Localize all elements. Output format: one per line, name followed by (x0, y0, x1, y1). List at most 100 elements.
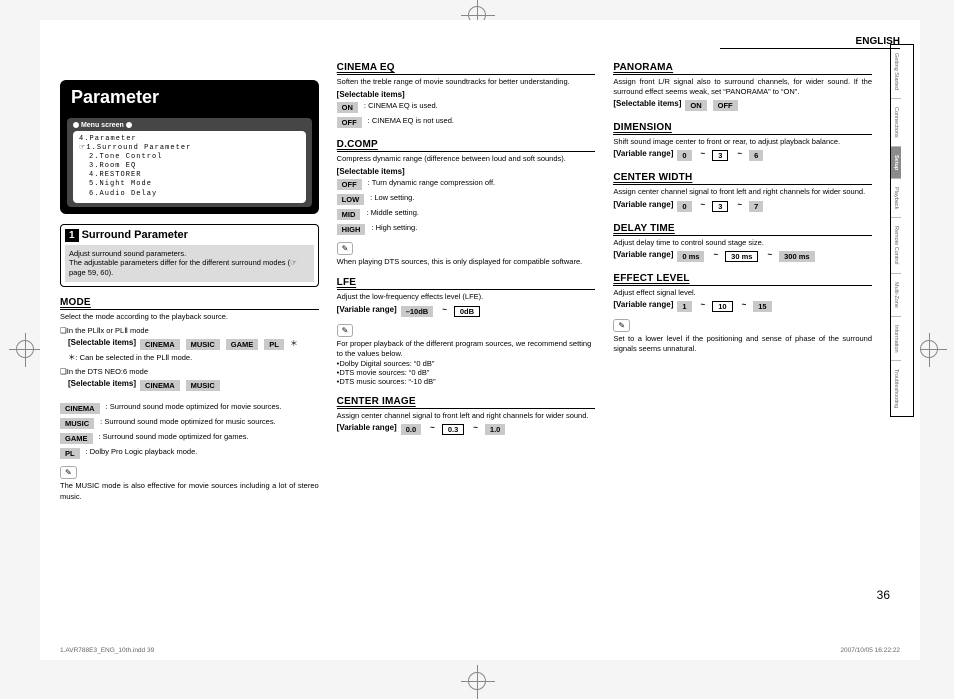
column-2: CINEMA EQ Soften the treble range of mov… (337, 62, 596, 502)
opt-key: ON (685, 100, 706, 111)
menu-item: 6.Audio Delay (79, 190, 300, 199)
explain-key: MUSIC (60, 418, 94, 429)
explain-key: GAME (60, 433, 93, 444)
mode-heading: MODE (60, 297, 319, 310)
footer: 1.AVR788E3_ENG_10th.indd 39 2007/10/05 1… (60, 647, 900, 654)
range-val: 0.3 (442, 424, 464, 435)
centerimage-desc: Assign center channel signal to front le… (337, 411, 596, 421)
range-val: 15 (753, 301, 771, 312)
tab-remote[interactable]: Remote Control (891, 218, 901, 274)
dcomp-heading: D.COMP (337, 139, 596, 152)
tilde: ~ (734, 149, 745, 158)
opt-key: HIGH (337, 224, 366, 235)
range-val: –10dB (401, 306, 434, 317)
mode-pl-line: In the PLⅡx or PLⅡ mode (60, 326, 319, 336)
explain-val: : Surround sound mode optimized for game… (99, 432, 249, 441)
tilde: ~ (734, 200, 745, 209)
range-val: 300 ms (779, 251, 814, 262)
tab-troubleshooting[interactable]: Troubleshooting (891, 361, 901, 416)
selectable-label: [Selectable items] (68, 338, 136, 347)
opt-val: : CINEMA EQ is not used. (368, 116, 454, 125)
menu-root: 4.Parameter (79, 135, 300, 144)
centerimage-heading: CENTER IMAGE (337, 396, 596, 409)
tilde: ~ (698, 149, 709, 158)
tab-playback[interactable]: Playback (891, 179, 901, 218)
menu-inner: 4.Parameter 1.Surround Parameter 2.Tone … (73, 131, 306, 203)
page: ENGLISH Parameter Menu screen 4.Paramete… (40, 20, 920, 660)
note-icon (60, 466, 77, 479)
variable-label: [Variable range] (613, 200, 673, 209)
explain-val: : Surround sound mode optimized for musi… (100, 417, 276, 426)
opt-key: MID (337, 209, 361, 220)
lfe-bullet: Dolby Digital sources: “0 dB” (337, 359, 596, 368)
selectable-label: [Selectable items] (337, 90, 596, 99)
tab-multizone[interactable]: Multi-Zone (891, 274, 901, 317)
variable-label: [Variable range] (337, 305, 397, 314)
range-val: 6 (749, 150, 763, 161)
opt-key: OFF (337, 179, 362, 190)
delay-heading: DELAY TIME (613, 223, 872, 236)
menu-item: 4.RESTORER (79, 171, 300, 180)
footer-left: 1.AVR788E3_ENG_10th.indd 39 (60, 647, 154, 654)
lfe-bullet: DTS music sources: “-10 dB” (337, 377, 596, 386)
side-tabs: Getting Started Connections Setup Playba… (890, 44, 914, 417)
centerwidth-heading: CENTER WIDTH (613, 172, 872, 185)
range-val: 0dB (454, 306, 480, 317)
opt-key: ON (337, 102, 358, 113)
page-title: Parameter (61, 81, 318, 118)
tab-information[interactable]: Information (891, 317, 901, 362)
effect-foot: Set to a lower level if the positioning … (613, 334, 872, 354)
mode-neo-line: In the DTS NEO:6 mode (60, 367, 319, 377)
surround-param-box: 1Surround Parameter Adjust surround soun… (60, 224, 319, 287)
mode-footnote: The MUSIC mode is also effective for mov… (60, 481, 319, 501)
pl-star-note: ＊: Can be selected in the PLⅡ mode. (68, 353, 319, 363)
opt-val: : Turn dynamic range compression off. (368, 178, 495, 187)
note-icon (337, 242, 354, 255)
dcomp-foot: When playing DTS sources, this is only d… (337, 257, 596, 267)
mode-option: MUSIC (186, 339, 220, 350)
range-val: 1.0 (485, 424, 505, 435)
footer-right: 2007/10/05 16:22:22 (840, 647, 900, 654)
parameter-block: Parameter Menu screen 4.Parameter 1.Surr… (60, 80, 319, 214)
tilde: ~ (739, 300, 750, 309)
range-val: 30 ms (725, 251, 758, 262)
note-icon (613, 319, 630, 332)
mode-option: CINEMA (140, 339, 180, 350)
range-val: 0.0 (401, 424, 421, 435)
lfe-bullet: DTS movie sources: “0 dB” (337, 368, 596, 377)
section-title: Surround Parameter (82, 229, 188, 241)
menu-item: 3.Room EQ (79, 162, 300, 171)
opt-val: : Middle setting. (366, 208, 419, 217)
mode-desc: Select the mode according to the playbac… (60, 312, 319, 322)
range-val: 0 (677, 150, 691, 161)
selectable-label: [Selectable items] (613, 99, 681, 108)
section-desc: Adjust surround sound parameters. (69, 249, 310, 259)
dcomp-desc: Compress dynamic range (difference betwe… (337, 154, 596, 164)
star-mark: ＊ (290, 338, 298, 349)
lfe-bullets: Dolby Digital sources: “0 dB” DTS movie … (337, 359, 596, 386)
menu-heading: Menu screen (81, 122, 124, 129)
lfe-desc: Adjust the low-frequency effects level (… (337, 292, 596, 302)
range-val: 0 ms (677, 251, 704, 262)
variable-label: [Variable range] (337, 423, 397, 432)
range-val: 7 (749, 201, 763, 212)
menu-item: 2.Tone Control (79, 153, 300, 162)
mode-option: GAME (226, 339, 259, 350)
column-3: PANORAMA Assign front L/R signal also to… (613, 62, 900, 502)
variable-label: [Variable range] (613, 250, 673, 259)
tab-getting-started[interactable]: Getting Started (891, 45, 901, 99)
tab-connections[interactable]: Connections (891, 99, 901, 147)
menu-item: 5.Night Mode (79, 180, 300, 189)
reg-mark-bottom (468, 672, 486, 690)
page-number: 36 (877, 588, 890, 602)
opt-val: : High setting. (371, 223, 417, 232)
effect-heading: EFFECT LEVEL (613, 273, 872, 286)
dimension-desc: Shift sound image center to front or rea… (613, 137, 872, 147)
selectable-label: [Selectable items] (68, 379, 136, 388)
mode-option: CINEMA (140, 380, 180, 391)
tilde: ~ (764, 250, 775, 259)
explain-key: PL (60, 448, 80, 459)
tab-setup[interactable]: Setup (891, 147, 901, 179)
explain-key: CINEMA (60, 403, 100, 414)
tilde: ~ (698, 200, 709, 209)
